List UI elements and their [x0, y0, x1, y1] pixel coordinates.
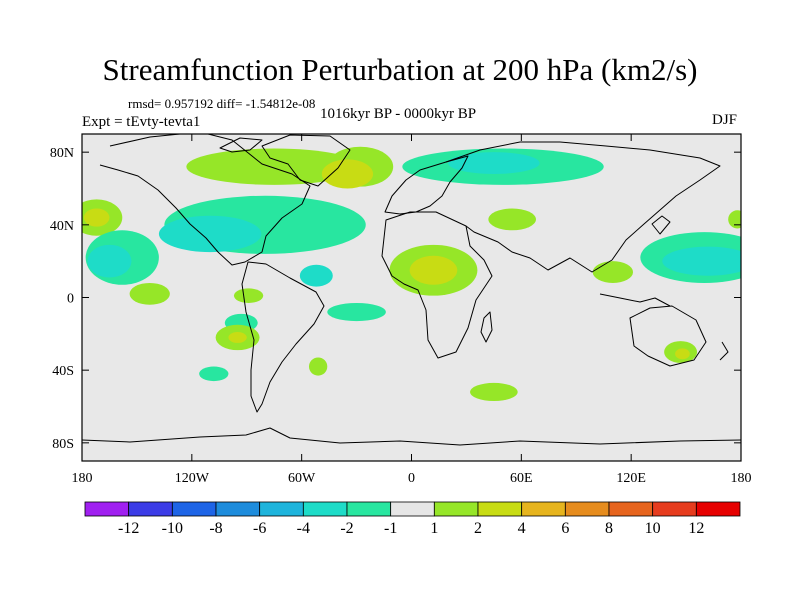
x-tick-label: 180 [731, 471, 752, 486]
coastlines [82, 134, 741, 446]
coast-south-america [241, 261, 325, 413]
y-tick-label: 80N [50, 146, 74, 161]
coast-north-america [99, 134, 311, 266]
contour-north-atlantic-low-core [158, 215, 262, 253]
colorbar-box [695, 501, 741, 517]
contour-south-indian-high [470, 382, 518, 402]
contour-south-atlantic-low [327, 302, 386, 322]
contour-south-pacific-high [129, 282, 170, 305]
colorbar-box [433, 501, 479, 517]
colorbar-boxes [84, 501, 741, 517]
colorbar-label: 8 [605, 520, 613, 537]
contour-west-pacific-low-core [662, 246, 741, 276]
chart-title: Streamfunction Perturbation at 200 hPa (… [102, 52, 698, 87]
contour-south-pacific-high-2 [233, 288, 264, 303]
x-tick-label: 60W [288, 471, 316, 486]
colorbar-label: -2 [340, 520, 353, 537]
coast-madagascar [480, 311, 493, 343]
coast-new-zealand [719, 341, 729, 361]
contour-australia-high-core [675, 348, 690, 360]
coast-indonesia [599, 293, 671, 307]
y-tick-label: 0 [67, 292, 74, 307]
contour-south-atlantic-low-2 [308, 357, 328, 376]
x-tick-label: 120E [616, 471, 646, 486]
contour-africa-high-core [409, 255, 458, 285]
coast-australia [629, 305, 707, 367]
x-tick-label: 0 [408, 471, 415, 486]
colorbar-label: 2 [474, 520, 482, 537]
contour-dateline-high [728, 210, 741, 229]
colorbar-label: -1 [384, 520, 397, 537]
contour-arabia-high [488, 208, 536, 231]
coast-asia [445, 141, 721, 273]
colorbar-box [171, 501, 217, 517]
y-tick-label: 80S [52, 437, 74, 452]
x-tick-label: 60E [510, 471, 533, 486]
colorbar-label: -12 [118, 520, 139, 537]
colorbar-label: -6 [253, 520, 266, 537]
colorbar-box [259, 501, 304, 517]
colorbar-box [608, 501, 654, 517]
coast-canadian-archipelago [219, 137, 263, 153]
colorbar-box [477, 501, 523, 517]
colorbar-box [652, 501, 697, 517]
right-subtitle: DJF [712, 112, 738, 128]
x-tick-label: 180 [72, 471, 93, 486]
contour-india-high [592, 261, 633, 283]
axes: 180 120W 60W 0 60E 120E 180 80N 40N 0 40S 80S [50, 134, 752, 486]
colorbar-box [215, 501, 261, 517]
contour-siberia-low-core [448, 152, 540, 174]
contour-north-america-high [186, 148, 363, 185]
colorbar-box [84, 501, 130, 517]
contour-mid-atlantic-low [319, 223, 357, 242]
contour-north-pacific-high-core [83, 208, 110, 227]
contour-greenland-high-core [321, 159, 374, 189]
colorbar-label: 10 [645, 520, 661, 537]
colorbar-box [521, 501, 566, 517]
coast-antarctica [82, 427, 741, 446]
colorbar-label: -10 [162, 520, 183, 537]
y-tick-label: 40N [50, 219, 74, 234]
x-tick-label: 120W [175, 471, 210, 486]
contour-regions [82, 146, 741, 402]
contour-south-chile-low [199, 366, 229, 382]
colorbar-label: -8 [209, 520, 222, 537]
colorbar-label: 1 [430, 520, 438, 537]
contour-caribbean-low [299, 264, 333, 287]
colorbar-box [346, 501, 392, 517]
coast-greenland [261, 134, 351, 187]
contour-east-pacific-low-core [87, 244, 132, 278]
colorbar-box [564, 501, 610, 517]
left-subtitle: Expt = tEvty-tevta1 [82, 114, 201, 130]
colorbar-box [302, 501, 348, 517]
stats-text: rmsd= 0.957192 diff= -1.54812e-08 [128, 96, 316, 111]
colorbar-labels: -12 -10 -8 -6 -4 -2 -1 1 2 4 6 8 10 12 [118, 520, 704, 537]
colorbar-label: 4 [518, 520, 526, 537]
colorbar-label: 6 [561, 520, 569, 537]
y-tick-label: 40S [52, 364, 74, 379]
colorbar-box [390, 501, 435, 517]
colorbar-label: -4 [297, 520, 310, 537]
colorbar-box [128, 501, 173, 517]
contour-southeast-pacific-high-core [228, 332, 247, 343]
coast-africa [381, 211, 493, 359]
coast-japan [651, 215, 671, 235]
colorbar-label: 12 [688, 520, 704, 537]
plot-background [82, 134, 741, 461]
center-subtitle: 1016kyr BP - 0000kyr BP [320, 106, 477, 122]
